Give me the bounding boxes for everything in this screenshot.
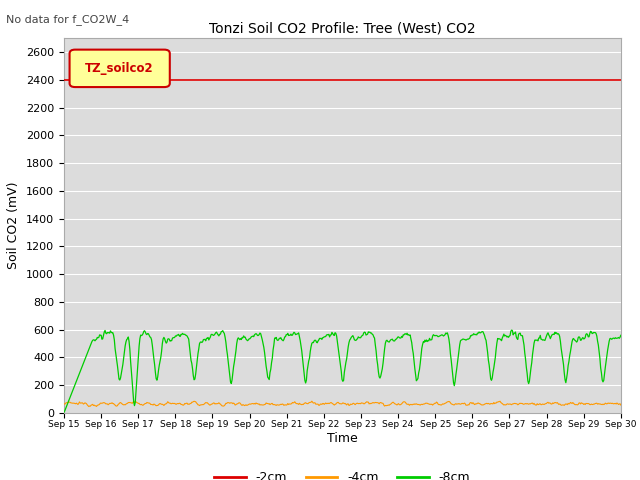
Y-axis label: Soil CO2 (mV): Soil CO2 (mV): [8, 182, 20, 269]
X-axis label: Time: Time: [327, 432, 358, 445]
Legend: -2cm, -4cm, -8cm: -2cm, -4cm, -8cm: [209, 466, 476, 480]
Title: Tonzi Soil CO2 Profile: Tree (West) CO2: Tonzi Soil CO2 Profile: Tree (West) CO2: [209, 22, 476, 36]
FancyBboxPatch shape: [70, 49, 170, 87]
Text: TZ_soilco2: TZ_soilco2: [85, 62, 154, 75]
Text: No data for f_CO2W_4: No data for f_CO2W_4: [6, 14, 130, 25]
